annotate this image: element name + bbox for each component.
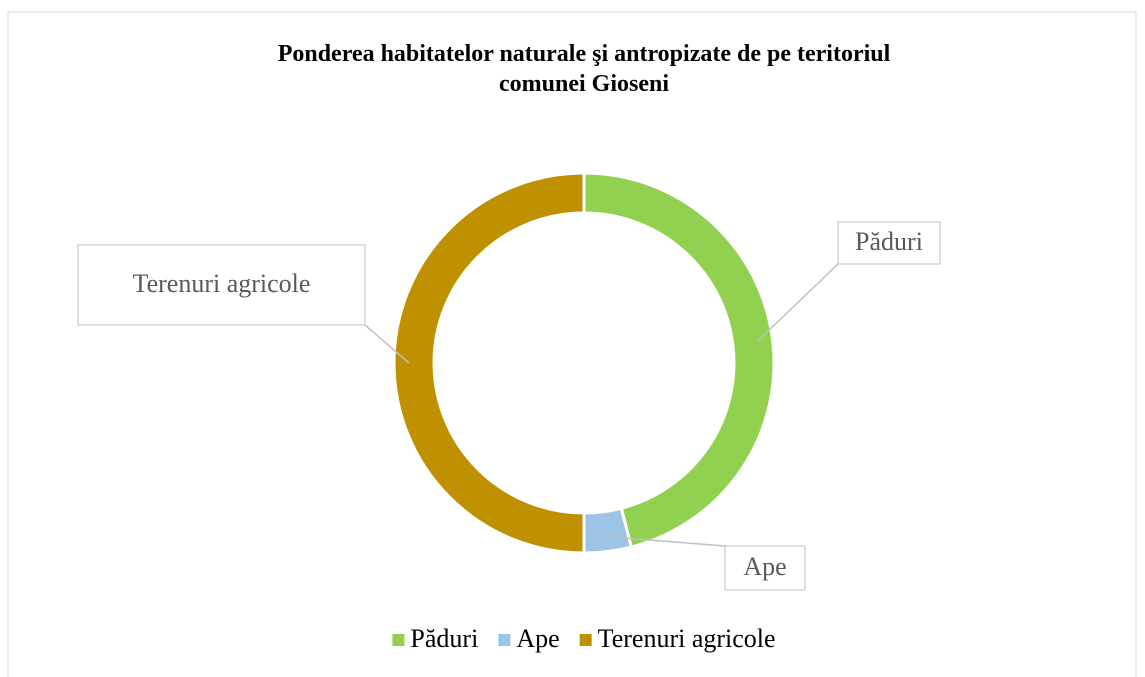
- label-box: [77, 244, 366, 326]
- data-label: Ape: [743, 552, 786, 581]
- legend: Păduri Ape Terenuri agricole: [392, 624, 776, 653]
- label-box: [837, 221, 941, 265]
- legend-label: Ape: [516, 624, 559, 653]
- data-label: Păduri: [855, 227, 923, 256]
- leader-line: [364, 324, 410, 364]
- donut-segment: [392, 171, 586, 555]
- label-box: [724, 545, 806, 591]
- donut-segment: [582, 506, 634, 555]
- legend-label: Terenuri agricole: [598, 624, 776, 653]
- legend-swatch: [392, 634, 405, 646]
- chart-title: Ponderea habitatelor naturale şi antropi…: [278, 41, 891, 97]
- donut-segment: [582, 171, 776, 549]
- leader-line: [757, 263, 839, 342]
- data-label: Terenuri agricole: [133, 269, 311, 298]
- legend-swatch: [498, 634, 511, 646]
- legend-label: Păduri: [410, 624, 478, 653]
- chart-frame: [7, 11, 1137, 677]
- leader-line: [605, 535, 726, 547]
- legend-swatch: [579, 634, 592, 646]
